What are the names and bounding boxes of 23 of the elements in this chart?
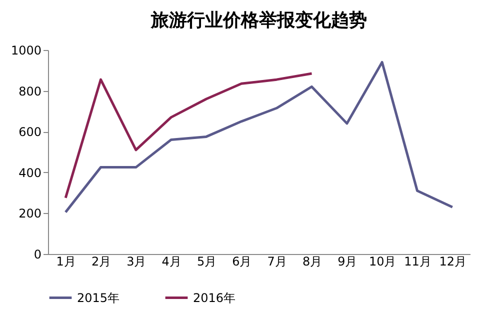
x-tick-label: 8月 (302, 254, 322, 268)
x-tick-label: 10月 (368, 254, 396, 268)
x-tick-label: 4月 (162, 254, 182, 268)
x-tick-label: 6月 (232, 254, 252, 268)
x-tick-label: 11月 (404, 254, 432, 268)
x-tick-label: 5月 (196, 254, 217, 268)
y-tick-label: 0 (34, 248, 42, 262)
y-tick-label: 800 (18, 84, 42, 98)
x-tick-label: 1月 (56, 254, 76, 268)
x-tick-label: 2月 (91, 254, 112, 268)
chart-title: 旅游行业价格举报变化趋势 (150, 10, 367, 31)
line-series (64, 72, 313, 200)
x-tick-label: 9月 (338, 254, 358, 268)
y-tick-label: 600 (18, 125, 42, 140)
y-tick-label: 200 (18, 206, 42, 221)
x-tick-label: 12月 (439, 254, 467, 268)
y-tick-label: 400 (18, 166, 42, 180)
x-tick-label: 7月 (267, 254, 287, 268)
line-series (64, 60, 454, 214)
x-tick-label: 3月 (126, 254, 146, 268)
y-tick-label: 1000 (10, 44, 42, 58)
legend-label: 2016年 (193, 290, 236, 305)
legend-label: 2015年 (77, 290, 120, 305)
